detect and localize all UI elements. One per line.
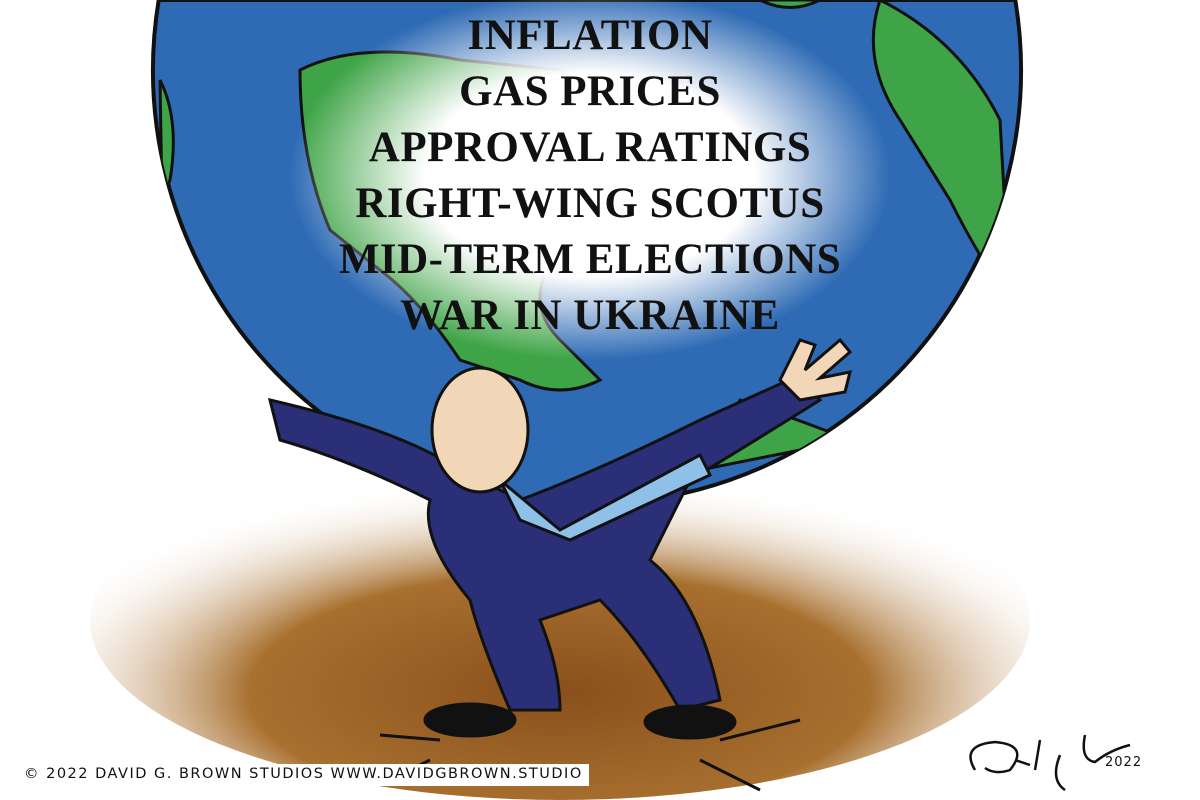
ground [90,440,1030,800]
signature-year: 2022 [1105,755,1143,770]
copyright-notice: © 2022 DAVID G. BROWN STUDIOS WWW.DAVIDG… [22,764,589,786]
figure [267,337,853,792]
burden-item: INFLATION [467,12,713,59]
burden-list: INFLATION GAS PRICES APPROVAL RATINGS RI… [290,8,890,344]
burden-item: WAR IN UKRAINE [400,292,780,339]
signature [969,734,1131,792]
burden-item: MID-TERM ELECTIONS [338,236,842,283]
burden-item: APPROVAL RATINGS [368,124,812,171]
burden-item: GAS PRICES [459,68,721,115]
burden-item: RIGHT-WING SCOTUS [355,180,825,227]
